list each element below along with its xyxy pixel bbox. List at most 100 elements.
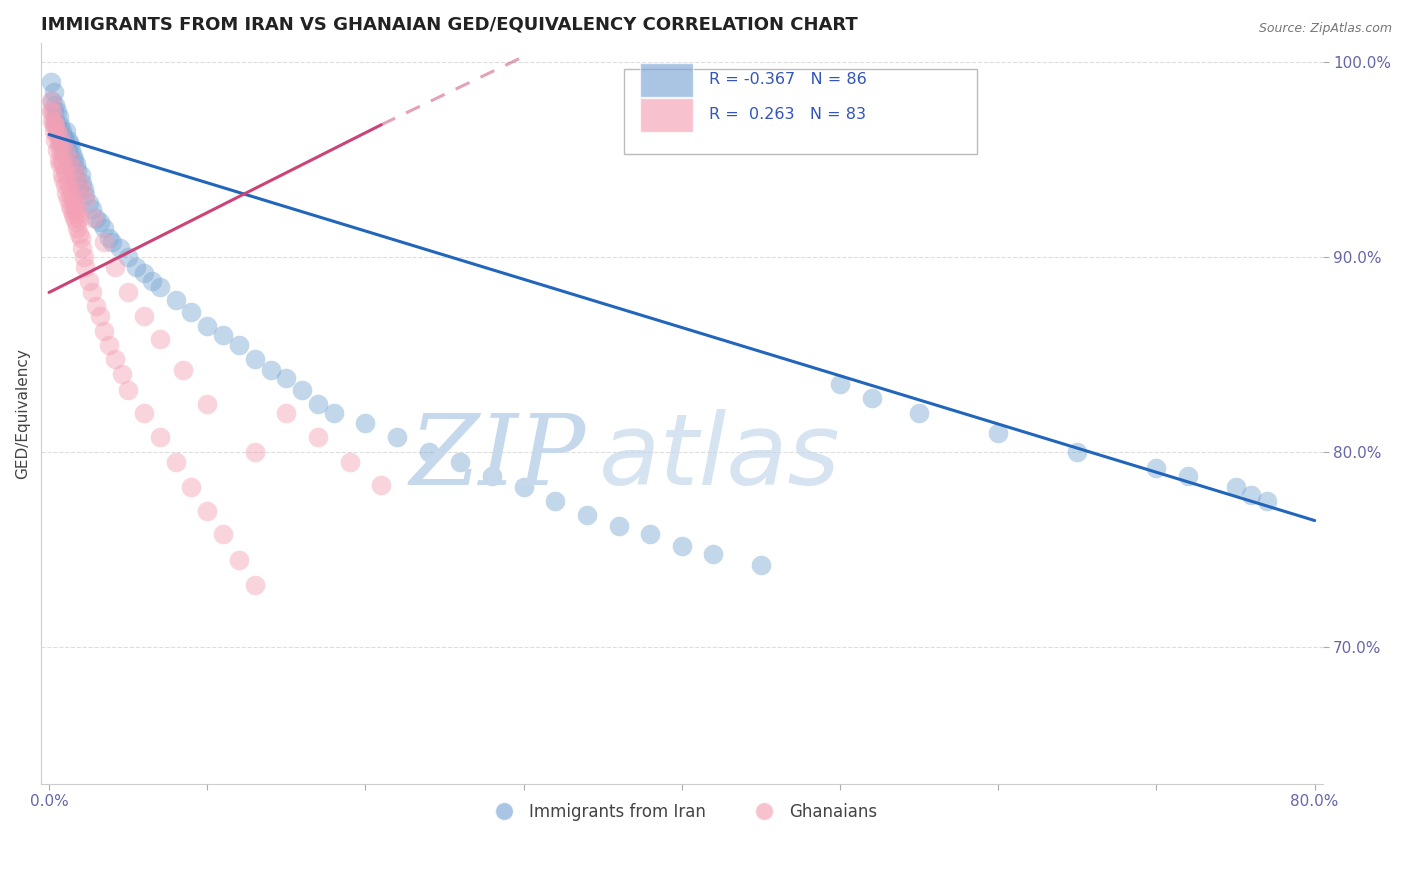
Point — [52, 143, 75, 157]
Point — [104, 260, 127, 274]
Point — [339, 455, 361, 469]
Point — [702, 547, 724, 561]
Point — [98, 231, 121, 245]
Point — [65, 202, 87, 216]
Point — [67, 176, 90, 190]
Point — [110, 241, 132, 255]
Point — [42, 118, 65, 132]
Point — [51, 123, 73, 137]
Point — [55, 145, 77, 159]
Point — [228, 338, 250, 352]
Point — [98, 338, 121, 352]
Point — [51, 167, 73, 181]
Point — [48, 110, 70, 124]
Point — [212, 527, 235, 541]
Point — [67, 211, 90, 226]
Bar — [640, 98, 693, 132]
Point — [575, 508, 598, 522]
Point — [111, 368, 134, 382]
Point — [70, 184, 93, 198]
Point — [55, 137, 77, 152]
Point — [607, 519, 630, 533]
Point — [125, 260, 148, 274]
Point — [58, 137, 80, 152]
Point — [307, 430, 329, 444]
Point — [52, 157, 75, 171]
Point — [77, 274, 100, 288]
Point — [149, 332, 172, 346]
Point — [117, 285, 139, 300]
Point — [80, 202, 103, 216]
Point — [58, 153, 80, 167]
Point — [42, 85, 65, 99]
Point — [66, 176, 89, 190]
Point — [58, 182, 80, 196]
Point — [62, 162, 84, 177]
Point — [512, 480, 534, 494]
Point — [44, 114, 66, 128]
Point — [481, 468, 503, 483]
Point — [165, 455, 187, 469]
Point — [41, 114, 63, 128]
Point — [195, 318, 218, 333]
Point — [48, 153, 70, 167]
Point — [243, 351, 266, 366]
Point — [67, 227, 90, 241]
Point — [149, 430, 172, 444]
Point — [212, 328, 235, 343]
Point — [82, 211, 104, 226]
Text: atlas: atlas — [599, 409, 841, 507]
Point — [44, 133, 66, 147]
Point — [1146, 461, 1168, 475]
Point — [908, 406, 931, 420]
Point — [117, 251, 139, 265]
Point — [1256, 494, 1278, 508]
Point — [63, 169, 86, 183]
Point — [195, 504, 218, 518]
Point — [77, 195, 100, 210]
Point — [860, 391, 883, 405]
Point — [49, 143, 72, 157]
Point — [173, 363, 195, 377]
Point — [55, 169, 77, 183]
Text: IMMIGRANTS FROM IRAN VS GHANAIAN GED/EQUIVALENCY CORRELATION CHART: IMMIGRANTS FROM IRAN VS GHANAIAN GED/EQU… — [41, 15, 858, 33]
Point — [1066, 445, 1088, 459]
Point — [65, 215, 87, 229]
Point — [49, 133, 72, 147]
Point — [66, 162, 89, 177]
Text: Source: ZipAtlas.com: Source: ZipAtlas.com — [1258, 22, 1392, 36]
Point — [42, 114, 65, 128]
Point — [1225, 480, 1247, 494]
Point — [45, 123, 67, 137]
Point — [62, 207, 84, 221]
Point — [1177, 468, 1199, 483]
Point — [69, 231, 91, 245]
Point — [141, 274, 163, 288]
Point — [418, 445, 440, 459]
Point — [195, 396, 218, 410]
Point — [52, 129, 75, 144]
Point — [749, 558, 772, 573]
Point — [165, 293, 187, 308]
Point — [44, 98, 66, 112]
Point — [80, 285, 103, 300]
Point — [89, 215, 111, 229]
Point — [49, 157, 72, 171]
Point — [449, 455, 471, 469]
Point — [828, 377, 851, 392]
Point — [117, 383, 139, 397]
Text: ZIP: ZIP — [409, 410, 586, 506]
Point — [39, 104, 62, 119]
Text: R = -0.367   N = 86: R = -0.367 N = 86 — [709, 72, 866, 87]
Point — [93, 235, 115, 249]
Point — [180, 480, 202, 494]
Point — [39, 95, 62, 109]
Point — [86, 211, 108, 226]
Point — [52, 172, 75, 186]
Point — [89, 309, 111, 323]
Legend: Immigrants from Iran, Ghanaians: Immigrants from Iran, Ghanaians — [481, 796, 883, 827]
Point — [48, 123, 70, 137]
Point — [62, 161, 84, 175]
Point — [51, 137, 73, 152]
Point — [291, 383, 314, 397]
